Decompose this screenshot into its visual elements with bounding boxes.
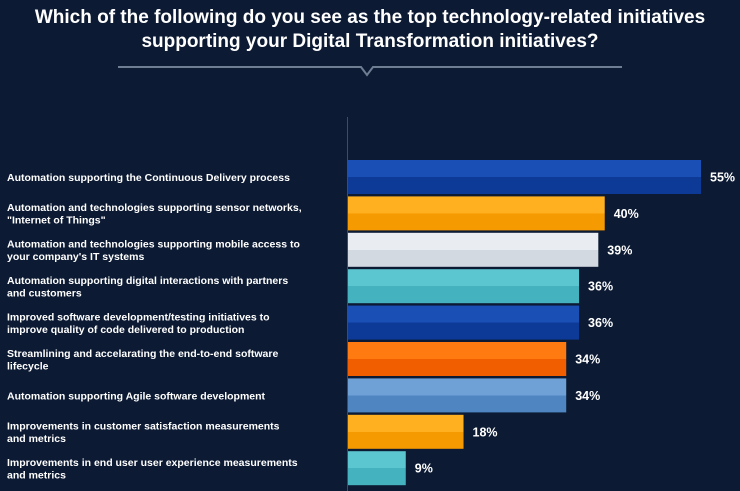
category-label-8: Improvements in customer satisfaction me… xyxy=(7,421,280,446)
category-label-2: Automation and technologies supporting s… xyxy=(7,202,302,227)
title-divider xyxy=(118,66,622,77)
category-label-6: Streamlining and accelarating the end-to… xyxy=(7,348,278,373)
category-label-4-line-1: Automation supporting digital interactio… xyxy=(7,275,288,287)
divider-line-with-notch xyxy=(118,66,622,77)
category-label-3-line-1: Automation and technologies supporting m… xyxy=(7,239,300,251)
category-label-1: Automation supporting the Continuous Del… xyxy=(7,172,290,184)
bar-1 xyxy=(348,160,701,194)
category-label-5: Improved software development/testing in… xyxy=(7,311,270,336)
category-label-8-line-2: and metrics xyxy=(7,433,66,445)
value-label-3: 39% xyxy=(607,243,632,257)
category-label-5-line-1: Improved software development/testing in… xyxy=(7,311,270,323)
value-label-7: 34% xyxy=(575,389,600,403)
category-label-7-line-1: Automation supporting Agile software dev… xyxy=(7,390,266,402)
category-label-3-line-2: your company's IT systems xyxy=(7,251,144,263)
chart-title-line-2: supporting your Digital Transformation i… xyxy=(141,31,599,52)
bars-group: 55% Automation supporting the Continuous … xyxy=(7,160,735,486)
chart-title: Which of the following do you see as the… xyxy=(0,6,740,54)
value-label-9: 9% xyxy=(415,462,433,476)
chart-title-line-1: Which of the following do you see as the… xyxy=(34,7,706,28)
category-label-6-line-2: lifecycle xyxy=(7,360,49,372)
category-label-9-line-1: Improvements in end user user experience… xyxy=(7,457,298,469)
category-label-4: Automation supporting digital interactio… xyxy=(7,275,288,300)
category-label-2-line-1: Automation and technologies supporting s… xyxy=(7,202,302,214)
value-label-4: 36% xyxy=(588,280,613,294)
category-label-9: Improvements in end user user experience… xyxy=(7,457,298,482)
bar-3 xyxy=(348,232,599,267)
value-label-8: 18% xyxy=(473,425,498,439)
category-label-8-line-1: Improvements in customer satisfaction me… xyxy=(7,421,280,433)
bar-2 xyxy=(348,196,605,231)
category-label-7: Automation supporting Agile software dev… xyxy=(7,390,266,402)
category-label-1-line-1: Automation supporting the Continuous Del… xyxy=(7,172,290,184)
value-label-2: 40% xyxy=(614,207,639,221)
category-label-9-line-2: and metrics xyxy=(7,469,66,481)
bar-4 xyxy=(348,269,580,304)
category-label-2-line-2: "Internet of Things" xyxy=(7,215,106,227)
value-label-5: 36% xyxy=(588,316,613,330)
bar-5 xyxy=(348,305,580,340)
value-label-1: 55% xyxy=(710,171,735,185)
value-label-6: 34% xyxy=(575,353,600,367)
category-label-6-line-1: Streamlining and accelarating the end-to… xyxy=(7,348,278,360)
category-label-5-line-2: improve quality of code delivered to pro… xyxy=(7,324,244,336)
category-label-3: Automation and technologies supporting m… xyxy=(7,239,300,263)
bar-6 xyxy=(348,342,567,376)
bar-7 xyxy=(348,378,567,413)
category-label-4-line-2: and customers xyxy=(7,287,82,299)
bar-9 xyxy=(348,451,406,486)
bar-8 xyxy=(348,414,464,449)
